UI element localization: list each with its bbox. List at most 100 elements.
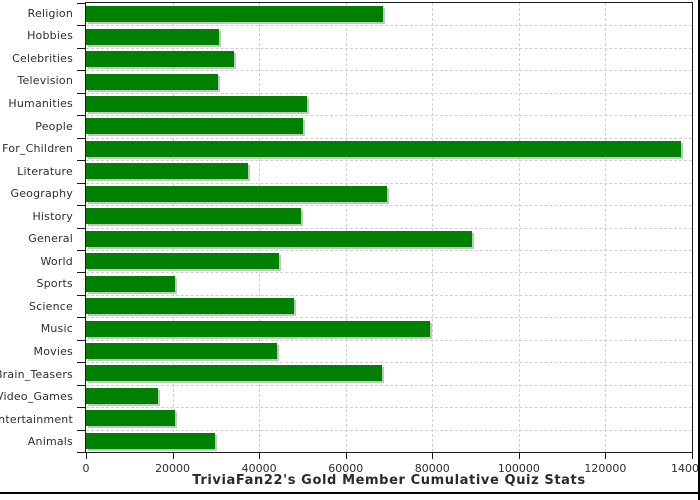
y-axis-tick [77,3,85,4]
bar-row-hobbies [86,25,692,47]
x-axis-tick [518,453,520,459]
bar-row-sports [86,272,692,294]
horizontal-gridline [86,137,692,139]
horizontal-gridline [86,362,692,364]
horizontal-gridline [86,429,692,431]
y-label-celebrities: Celebrities [12,51,73,65]
horizontal-gridline [86,47,692,49]
y-axis-tick [77,70,85,72]
bar-sports [86,275,176,292]
y-label-humanities: Humanities [8,96,73,110]
horizontal-gridline [86,25,692,27]
y-label-world: World [40,254,73,268]
y-label-general: General [28,232,73,246]
bar-history [86,208,302,225]
bar-row-world [86,250,692,272]
bar-row-literature [86,160,692,182]
y-axis-tick [77,182,85,184]
bar-row-science [86,295,692,317]
y-axis-tick [77,249,85,251]
y-axis-tick [77,429,85,431]
bar-literature [86,163,248,180]
bar-row-movies [86,340,692,362]
gridline-layer [86,3,692,452]
bar-row-television [86,70,692,92]
bar-row-general [86,228,692,250]
x-tick-label: 80000 [414,462,450,475]
y-label-science: Science [28,299,73,313]
bar-video_games [86,387,159,404]
bar-row-brain_teasers [86,362,692,384]
y-axis-tick [77,452,85,453]
horizontal-gridline [86,272,692,274]
bar-row-history [86,205,692,227]
x-axis-tick [605,453,607,459]
y-label-video_games: Video_Games [0,390,73,404]
horizontal-gridline [86,92,692,94]
x-tick-label: 120000 [584,462,627,475]
bar-religion [86,6,383,23]
y-axis-tick [77,47,85,49]
horizontal-gridline [86,249,692,251]
bar-people [86,118,303,135]
horizontal-gridline [86,227,692,229]
bar-music [86,320,430,337]
bar-science [86,298,294,315]
y-axis-tick [77,205,85,207]
bar-row-geography [86,183,692,205]
bar-layer [86,3,692,452]
bar-row-people [86,115,692,137]
bar-row-animals [86,430,692,452]
y-label-people: People [35,119,73,133]
horizontal-gridline [86,182,692,184]
plot-area [85,2,693,453]
y-axis-tick [77,227,85,229]
bar-television [86,73,219,90]
y-axis-tick [77,25,85,27]
y-axis-tick [77,115,85,117]
bar-brain_teasers [86,365,382,382]
bar-movies [86,343,277,360]
y-label-geography: Geography [10,187,73,201]
x-axis-tick [259,453,261,459]
horizontal-gridline [86,317,692,319]
y-axis-tick [77,272,85,274]
bar-for_children [86,140,682,157]
bar-celebrities [86,51,235,68]
x-tick-label: 40000 [241,462,277,475]
y-label-sports: Sports [36,277,73,291]
x-tick-label: 100000 [497,462,540,475]
horizontal-gridline [86,294,692,296]
y-label-religion: Religion [27,6,73,20]
y-label-brain_teasers: Brain_Teasers [0,367,73,381]
horizontal-gridline [86,70,692,72]
y-axis-tick [77,137,85,139]
x-axis-tick [172,453,174,459]
bar-geography [86,185,387,202]
x-tick-label: 140000 [671,462,700,475]
bar-world [86,253,280,270]
y-axis-tick [77,317,85,319]
y-axis-tick [77,294,85,296]
x-tick-label: 0 [82,462,90,475]
y-label-literature: Literature [17,164,73,178]
horizontal-gridline [86,205,692,207]
bar-hobbies [86,28,220,45]
x-axis-tick [692,453,693,459]
y-label-television: Television [17,74,73,88]
y-label-animals: Animals [27,435,73,449]
bar-row-celebrities [86,48,692,70]
y-axis-labels: Religion Hobbies Celebrities Television Huma… [0,2,85,453]
x-axis-tick [432,453,434,459]
horizontal-gridline [86,160,692,162]
y-label-music: Music [40,322,73,336]
horizontal-gridline [86,384,692,386]
y-axis-tick [77,407,85,409]
y-label-entertainment: Entertainment [0,412,73,426]
bar-row-music [86,317,692,339]
window-bottom-border [0,492,700,494]
y-label-history: History [32,209,73,223]
y-axis-tick [77,92,85,94]
bar-row-entertainment [86,407,692,429]
